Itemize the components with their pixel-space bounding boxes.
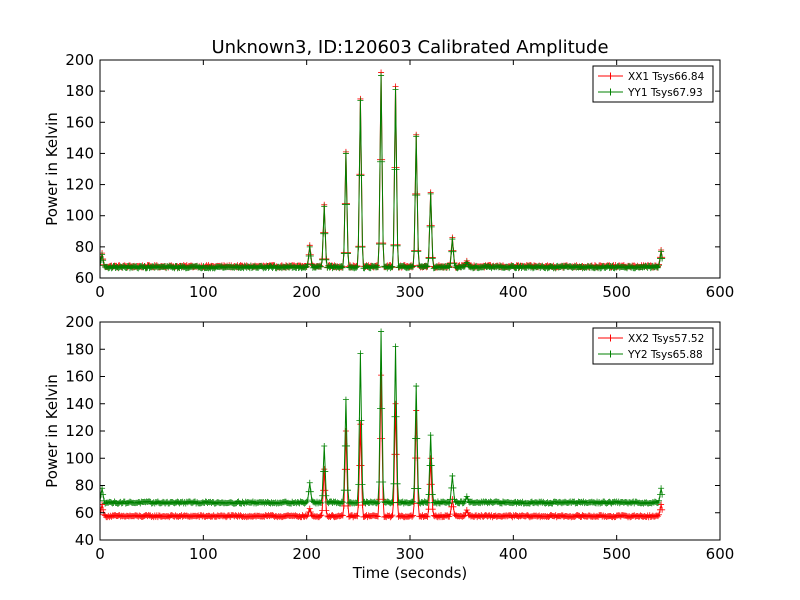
y-tick-label: 180	[65, 340, 94, 358]
series-1-1	[100, 328, 666, 507]
x-tick-label: 600	[706, 283, 735, 301]
legend-box	[592, 327, 714, 365]
x-tick-label: 100	[189, 283, 218, 301]
x-tick-label: 300	[396, 545, 425, 563]
series-markers	[100, 328, 666, 507]
y-tick-label: 40	[75, 531, 94, 549]
x-tick-label: 600	[706, 545, 735, 563]
y-axis-label: Power in Kelvin	[43, 374, 61, 488]
legend-label: XX1 Tsys66.84	[628, 71, 705, 83]
y-tick-label: 180	[65, 82, 94, 100]
legend-marker	[607, 88, 614, 96]
x-axis-label: Time (seconds)	[352, 564, 468, 582]
y-tick-label: 80	[75, 238, 94, 256]
y-tick-label: 60	[75, 269, 94, 287]
y-tick-label: 60	[75, 504, 94, 522]
y-tick-label: 200	[65, 51, 94, 69]
legend-label: YY1 Tsys67.93	[627, 87, 703, 99]
bottom-plot: 0 100 200 300 400 500 600 40 60 80 100 120 140 160 180…	[43, 313, 734, 582]
y-tick-label: 120	[65, 422, 94, 440]
y-axis-label: Power in Kelvin	[43, 112, 61, 226]
x-tick-label: 400	[499, 283, 528, 301]
y-tick-label: 140	[65, 395, 94, 413]
legend-label: XX2 Tsys57.52	[628, 333, 704, 345]
x-tick-label: 100	[189, 545, 218, 563]
x-tick-label: 0	[95, 283, 105, 301]
x-tick-label: 200	[292, 283, 321, 301]
x-tick-label: 500	[602, 545, 631, 563]
y-tick-label: 80	[75, 477, 94, 495]
y-tick-label: 100	[65, 207, 94, 225]
legend: XX1 Tsys66.84 YY1 Tsys67.93	[592, 65, 714, 103]
top-plot: 0 100 200 300 400 500 600 60 80 100 120 140 160 180 20…	[43, 51, 734, 301]
legend-marker	[607, 72, 614, 80]
legend-label: YY2 Tsys65.88	[627, 349, 703, 361]
y-tick-label: 100	[65, 449, 94, 467]
legend-marker	[607, 334, 614, 342]
x-tick-label: 0	[95, 545, 105, 563]
series-markers	[100, 372, 666, 521]
series-1-0	[100, 372, 666, 521]
y-tick-label: 120	[65, 176, 94, 194]
y-tick-label: 160	[65, 113, 94, 131]
series-markers	[100, 72, 666, 272]
x-tick-label: 200	[292, 545, 321, 563]
y-tick-label: 200	[65, 313, 94, 331]
x-tick-label: 400	[499, 545, 528, 563]
figure-title: Unknown3, ID:120603 Calibrated Amplitude	[211, 37, 608, 58]
x-tick-label: 500	[602, 283, 631, 301]
legend: XX2 Tsys57.52 YY2 Tsys65.88	[592, 327, 714, 365]
y-tick-label: 140	[65, 144, 94, 162]
x-tick-label: 300	[396, 283, 425, 301]
y-tick-label: 160	[65, 368, 94, 386]
legend-box	[592, 65, 714, 103]
legend-marker	[607, 350, 614, 358]
series-0-1	[100, 72, 666, 272]
